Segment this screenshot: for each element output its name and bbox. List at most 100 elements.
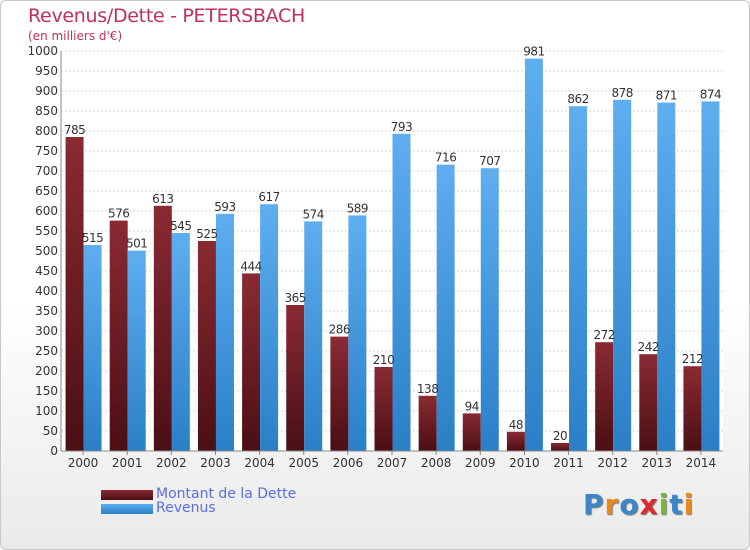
x-tick-label: 2009 bbox=[465, 456, 496, 470]
x-tick-label: 2004 bbox=[244, 456, 275, 470]
y-tick-label: 850 bbox=[35, 104, 58, 118]
y-tick-label: 550 bbox=[35, 224, 58, 238]
bar-debt bbox=[374, 367, 393, 451]
y-tick-label: 600 bbox=[35, 204, 58, 218]
x-tick-label: 2003 bbox=[200, 456, 231, 470]
bar-debt bbox=[242, 273, 261, 451]
data-label-revenue: 501 bbox=[126, 237, 147, 251]
bar-debt bbox=[506, 431, 525, 451]
data-label-revenue: 617 bbox=[258, 190, 279, 204]
y-tick-label: 100 bbox=[35, 404, 58, 418]
bar-debt bbox=[551, 443, 570, 451]
logo-letter: i bbox=[683, 488, 695, 521]
bar-debt bbox=[683, 366, 702, 451]
x-tick-label: 2005 bbox=[288, 456, 319, 470]
y-tick-label: 750 bbox=[35, 144, 58, 158]
x-tick-label: 2002 bbox=[156, 456, 187, 470]
data-label-debt: 272 bbox=[593, 328, 614, 342]
data-label-revenue: 874 bbox=[700, 87, 721, 101]
data-label-debt: 48 bbox=[509, 418, 523, 432]
x-tick-label: 2000 bbox=[68, 456, 99, 470]
logo-letter: x bbox=[639, 488, 659, 521]
x-tick-label: 2007 bbox=[377, 456, 408, 470]
data-label-revenue: 515 bbox=[82, 231, 103, 245]
x-tick-label: 2012 bbox=[597, 456, 628, 470]
data-label-revenue: 981 bbox=[523, 45, 544, 59]
y-tick-label: 150 bbox=[35, 384, 58, 398]
x-tick-label: 2010 bbox=[509, 456, 540, 470]
y-tick-label: 300 bbox=[35, 324, 58, 338]
data-label-revenue: 593 bbox=[214, 200, 235, 214]
y-tick-label: 200 bbox=[35, 364, 58, 378]
legend-swatch-revenue bbox=[101, 504, 153, 514]
bar-debt bbox=[330, 336, 349, 451]
bar-debt bbox=[109, 220, 128, 451]
bar-revenue bbox=[613, 99, 632, 452]
bar-revenue bbox=[392, 133, 411, 452]
x-tick-label: 2008 bbox=[421, 456, 452, 470]
y-tick-label: 700 bbox=[35, 164, 58, 178]
data-label-revenue: 545 bbox=[170, 219, 191, 233]
data-label-debt: 444 bbox=[240, 259, 261, 273]
logo-letter: i bbox=[658, 488, 670, 521]
data-label-debt: 138 bbox=[417, 382, 438, 396]
logo-letter: t bbox=[669, 488, 684, 521]
x-tick-label: 2006 bbox=[333, 456, 364, 470]
data-label-debt: 525 bbox=[196, 227, 217, 241]
data-label-revenue: 716 bbox=[435, 151, 456, 165]
bar-debt bbox=[462, 413, 481, 451]
data-label-debt: 365 bbox=[285, 291, 306, 305]
data-label-debt: 576 bbox=[108, 207, 129, 221]
y-tick-label: 900 bbox=[35, 84, 58, 98]
y-tick-label: 400 bbox=[35, 284, 58, 298]
data-label-revenue: 793 bbox=[391, 120, 412, 134]
bar-revenue bbox=[83, 245, 102, 451]
y-tick-label: 800 bbox=[35, 124, 58, 138]
y-tick-label: 650 bbox=[35, 184, 58, 198]
bar-debt bbox=[286, 305, 305, 451]
y-tick-label: 500 bbox=[35, 244, 58, 258]
x-tick-label: 2014 bbox=[686, 456, 717, 470]
y-tick-label: 0 bbox=[50, 444, 58, 458]
y-tick-label: 1000 bbox=[27, 44, 58, 58]
bar-revenue bbox=[260, 204, 279, 451]
legend-item-debt: Montant de la Dette bbox=[101, 486, 361, 503]
bar-debt bbox=[153, 205, 172, 451]
y-tick-label: 50 bbox=[43, 424, 58, 438]
data-label-revenue: 871 bbox=[656, 89, 677, 103]
proxiti-logo: Proxiti bbox=[583, 488, 694, 521]
logo-letter: o bbox=[619, 488, 640, 521]
data-label-debt: 613 bbox=[152, 192, 173, 206]
data-label-debt: 212 bbox=[682, 352, 703, 366]
chart-title: Revenus/Dette - PETERSBACH bbox=[28, 5, 305, 27]
chart-subtitle: (en milliers d'€) bbox=[28, 29, 123, 43]
bar-debt bbox=[595, 342, 614, 451]
y-tick-label: 450 bbox=[35, 264, 58, 278]
data-label-revenue: 878 bbox=[611, 86, 632, 100]
x-tick-label: 2013 bbox=[642, 456, 673, 470]
data-label-revenue: 589 bbox=[347, 201, 368, 215]
y-tick-label: 350 bbox=[35, 304, 58, 318]
bar-revenue bbox=[215, 213, 234, 451]
logo-letter: P bbox=[583, 488, 605, 521]
data-label-debt: 286 bbox=[329, 323, 350, 337]
y-tick-label: 250 bbox=[35, 344, 58, 358]
bar-debt bbox=[65, 137, 84, 451]
data-label-revenue: 862 bbox=[567, 92, 588, 106]
data-label-debt: 785 bbox=[64, 123, 85, 137]
data-label-revenue: 574 bbox=[303, 207, 324, 221]
bar-debt bbox=[418, 395, 437, 451]
data-label-debt: 94 bbox=[465, 399, 479, 413]
data-label-debt: 210 bbox=[373, 353, 394, 367]
bar-debt bbox=[197, 241, 216, 451]
bar-debt bbox=[639, 354, 658, 451]
y-tick-label: 950 bbox=[35, 64, 58, 78]
data-label-revenue: 707 bbox=[479, 154, 500, 168]
data-label-debt: 242 bbox=[638, 340, 659, 354]
legend-label-debt: Montant de la Dette bbox=[156, 486, 297, 502]
bar-revenue bbox=[524, 58, 543, 451]
legend-item-revenue: Revenus bbox=[101, 500, 361, 517]
bar-revenue bbox=[127, 250, 146, 451]
legend-swatch-debt bbox=[101, 490, 153, 500]
